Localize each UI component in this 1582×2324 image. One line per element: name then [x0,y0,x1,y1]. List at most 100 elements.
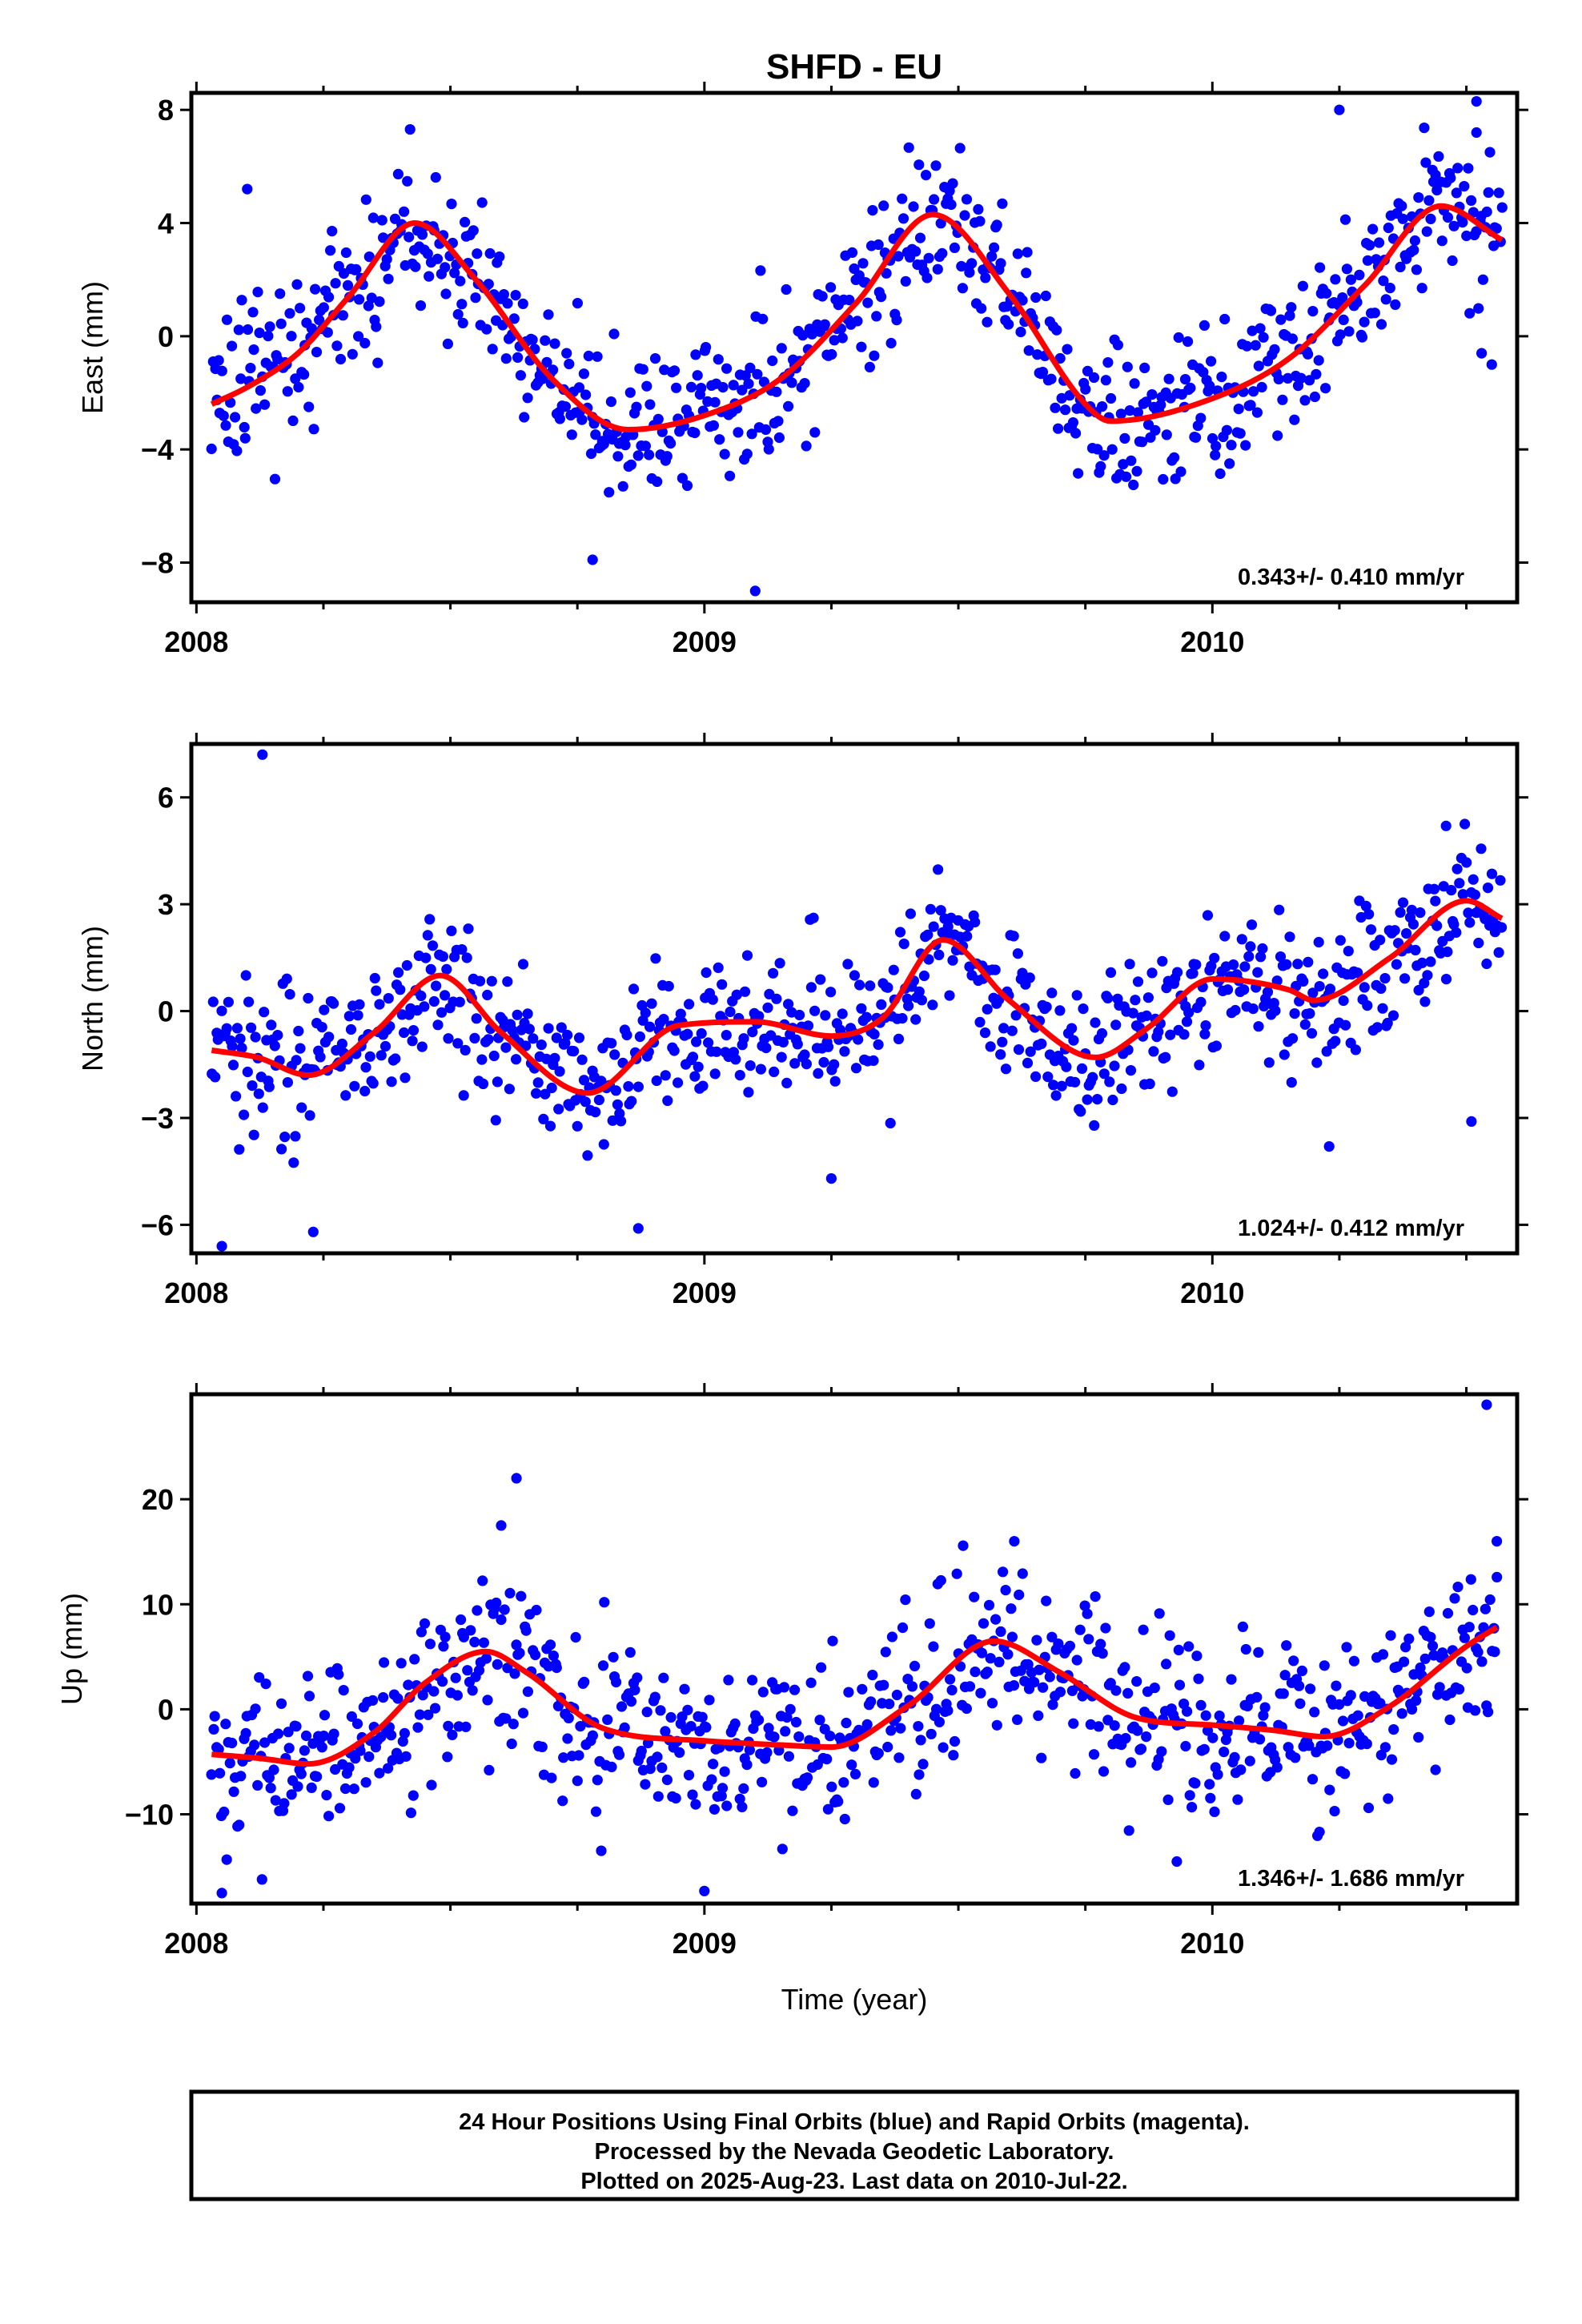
up-point [260,1679,271,1690]
east-point [719,448,730,460]
up-point [300,1730,312,1742]
east-point [932,263,943,275]
up-point [857,1683,868,1695]
up-point [886,1631,897,1642]
east-point [220,420,231,431]
up-point [306,1782,317,1793]
east-point [1295,372,1307,384]
up-point [456,1614,467,1626]
up-point [1434,1682,1445,1693]
north-point [1286,1077,1297,1088]
up-point [833,1796,844,1807]
east-point [1122,361,1133,372]
east-point [259,399,271,410]
east-point [422,248,433,259]
east-point [564,358,575,370]
up-point [1383,1793,1394,1804]
north-point [1012,948,1023,959]
north-point [1090,1017,1101,1028]
east-point [914,232,926,243]
east-point [1269,344,1280,355]
east-rate-label-box [1197,557,1511,594]
up-point [1154,1608,1165,1619]
up-point [1204,1779,1215,1790]
east-point [354,294,365,305]
north-point [531,1088,542,1099]
up-point [1034,1664,1045,1675]
up-point [805,1677,817,1688]
north-point [660,1070,671,1081]
north-point [634,1031,646,1043]
east-point [1173,332,1184,344]
north-point [247,1080,258,1092]
east-point [891,315,902,326]
east-point [1128,479,1139,491]
up-point [613,1749,625,1760]
east-point [897,193,908,204]
north-point [328,998,339,1009]
up-point [396,1658,407,1669]
east-point [760,424,772,436]
east-point [392,168,404,179]
north-point [1124,959,1135,970]
north-point [1010,1010,1022,1021]
north-point [1338,995,1349,1007]
north-x-tick-label: 2010 [1180,1277,1244,1309]
north-point [1209,952,1220,963]
north-point [1222,984,1234,995]
up-point [1234,1715,1245,1727]
north-point [1463,907,1474,919]
up-point [1339,1768,1351,1779]
east-point [1330,274,1341,285]
up-point [1411,1695,1422,1706]
north-point [1425,956,1436,967]
up-point [1427,1640,1439,1651]
up-point [783,1751,795,1762]
north-point [282,1077,293,1088]
north-point [970,916,981,928]
up-point [228,1786,239,1797]
east-point [1364,239,1375,251]
east-point [1335,329,1346,340]
east-point [776,343,787,354]
up-point [716,1791,727,1802]
east-point [255,385,266,396]
up-point [998,1566,1009,1578]
up-point [934,1716,945,1727]
north-point [1013,1044,1025,1055]
up-point [1132,1725,1143,1736]
north-point [483,1034,494,1045]
east-point [404,231,415,243]
north-point [207,996,219,1007]
north-point [1313,936,1324,948]
up-point [511,1639,522,1651]
north-point [407,1035,418,1047]
up-point [1478,1622,1489,1633]
up-point [1205,1792,1216,1803]
up-point [1444,1714,1456,1726]
up-point [897,1622,909,1634]
east-point [1425,213,1436,224]
north-point [696,1027,707,1039]
east-point [1050,402,1061,413]
up-point [1214,1710,1225,1722]
north-point [1194,1059,1205,1071]
north-point [1428,883,1439,895]
east-point [1102,357,1114,368]
east-point [825,282,837,293]
east-point [335,353,347,365]
east-point [758,376,770,388]
east-point [549,338,560,349]
north-point [783,999,794,1010]
up-point [270,1795,281,1806]
up-point [428,1686,440,1697]
up-point [679,1683,690,1695]
north-point [813,1068,824,1079]
north-point [395,984,406,995]
north-point [745,1060,756,1072]
up-point [1303,1740,1315,1751]
east-point [661,451,673,462]
east-y-axis-label: East (mm) [76,281,109,414]
up-point [1425,1631,1436,1642]
east-point [625,459,637,470]
